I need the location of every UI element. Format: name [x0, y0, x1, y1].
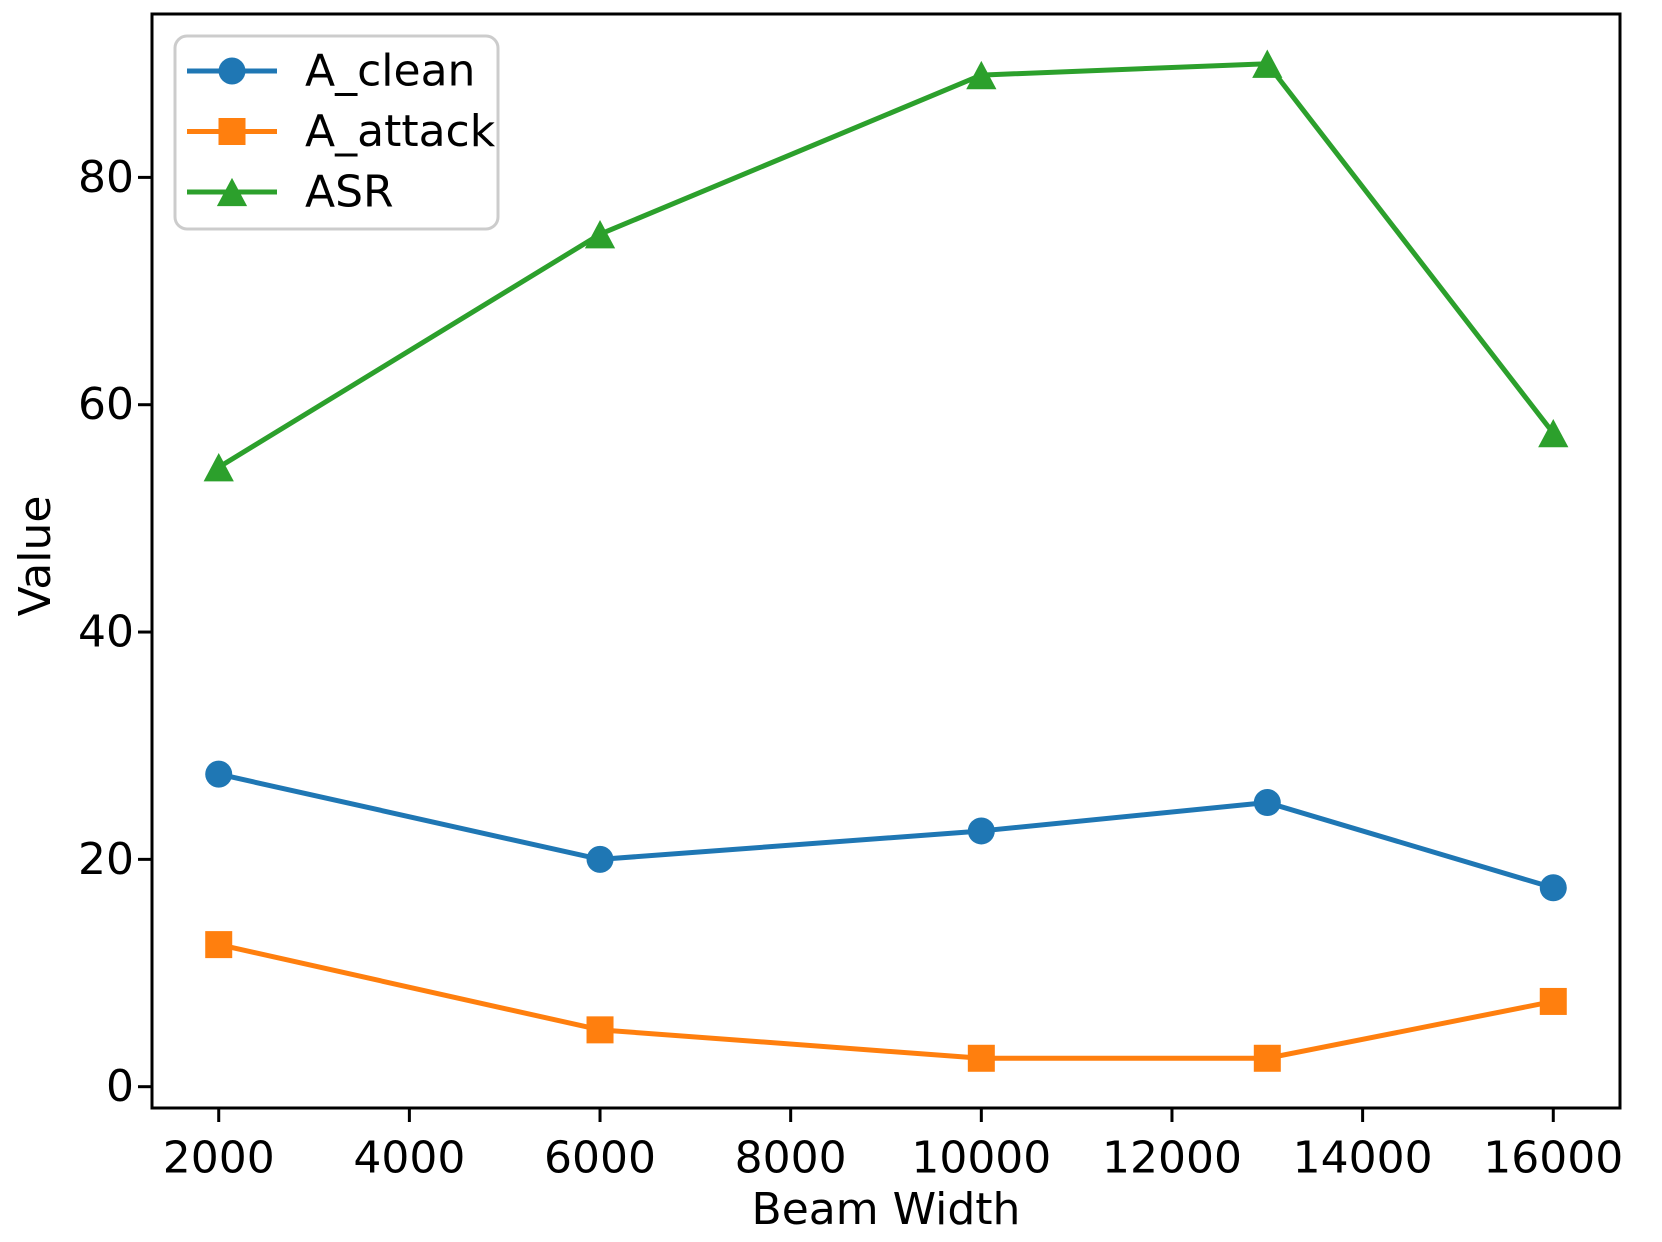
legend-marker — [218, 118, 246, 145]
data-point — [203, 453, 234, 482]
y-tick-label: 20 — [78, 834, 134, 885]
x-axis-label: Beam Width — [751, 1184, 1021, 1235]
series-ASR — [203, 49, 1569, 482]
series-line — [218, 942, 1554, 1061]
x-tick-label: 14000 — [1293, 1133, 1433, 1184]
legend-label: ASR — [305, 167, 394, 218]
y-ticks: 0 20 40 60 80 — [78, 152, 152, 1112]
x-tick-label: 16000 — [1483, 1133, 1623, 1184]
legend-marker — [216, 177, 248, 207]
data-point — [967, 1044, 995, 1072]
y-tick-label: 0 — [106, 1061, 134, 1112]
y-tick-label: 40 — [78, 607, 134, 658]
y-axis-label: Value — [10, 495, 61, 617]
x-tick-label: 2000 — [163, 1133, 275, 1184]
data-point — [1252, 49, 1283, 78]
legend-marker — [218, 57, 246, 85]
x-tick-label: 4000 — [353, 1133, 465, 1184]
data-point — [586, 1016, 614, 1044]
legend: A_clean A_attack ASR — [173, 34, 500, 231]
x-tick-label: 10000 — [911, 1133, 1051, 1184]
data-point — [584, 220, 616, 249]
x-ticks: 2000 4000 6000 8000 10000 12000 14000 16000 — [163, 1108, 1623, 1184]
data-point — [205, 931, 233, 959]
series-A_attack — [205, 931, 1567, 1072]
data-point — [1253, 789, 1281, 817]
data-point — [1253, 1044, 1281, 1072]
x-tick-label: 12000 — [1102, 1133, 1242, 1184]
data-point — [1538, 418, 1569, 448]
legend-item: A_clean — [187, 46, 475, 97]
x-tick-label: 8000 — [735, 1133, 847, 1184]
x-tick-label: 6000 — [544, 1133, 656, 1184]
data-point — [1539, 874, 1567, 902]
series-A_clean — [205, 760, 1567, 902]
data-point — [967, 817, 995, 845]
legend-box — [173, 34, 500, 231]
series-line — [218, 771, 1554, 891]
y-tick-label: 60 — [78, 379, 134, 430]
legend-item: A_attack — [187, 106, 496, 157]
y-tick-label: 80 — [78, 152, 134, 203]
data-point — [586, 845, 614, 873]
data-point — [205, 760, 233, 788]
data-point — [1539, 987, 1567, 1015]
legend-label: A_attack — [305, 106, 496, 157]
legend-label: A_clean — [305, 46, 475, 97]
legend-item: ASR — [187, 167, 394, 218]
data-point — [966, 60, 997, 90]
axes-frame — [150, 12, 1622, 1110]
